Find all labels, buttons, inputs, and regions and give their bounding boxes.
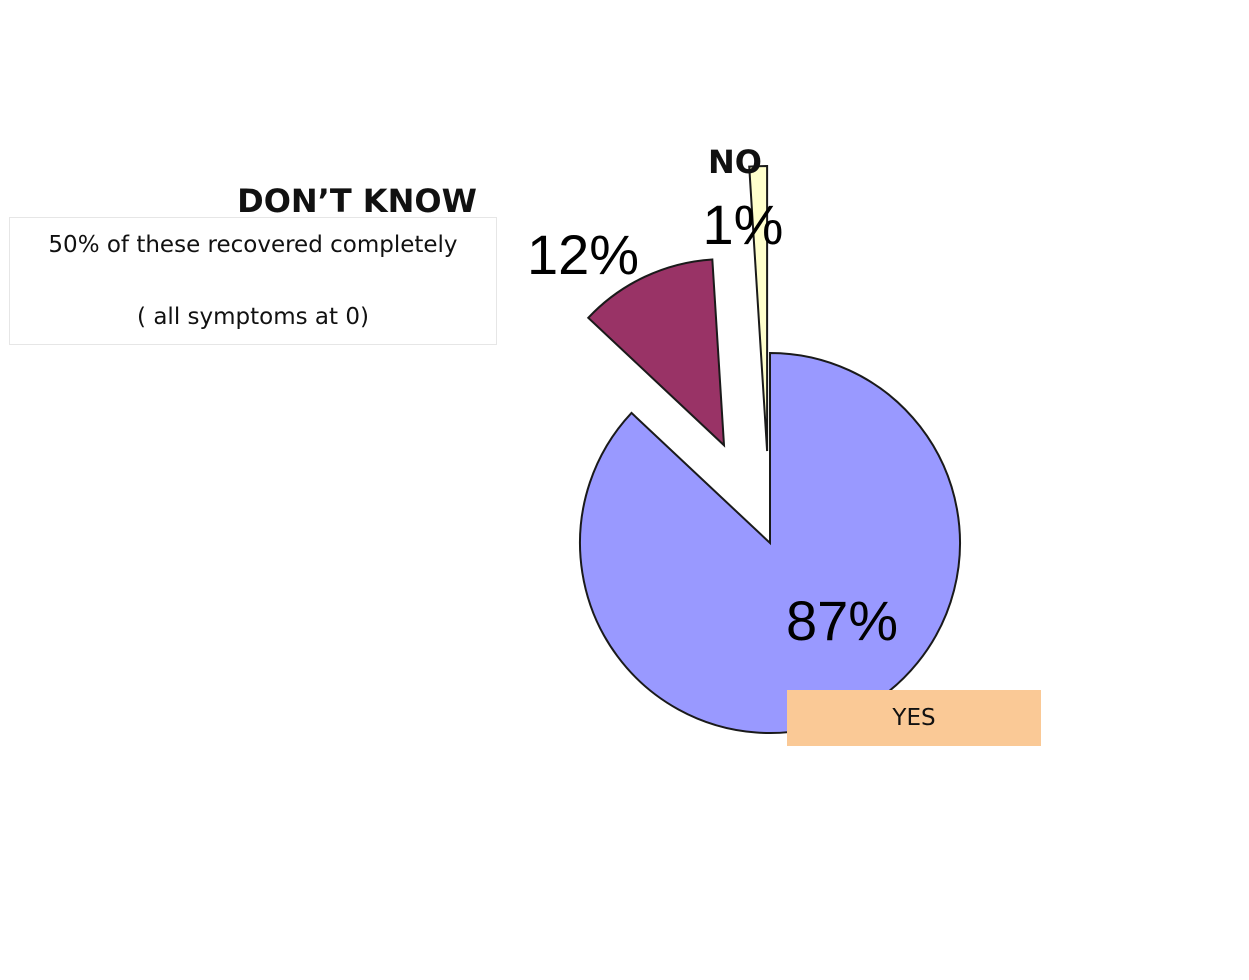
note-line-recovered: 50% of these recovered completely — [48, 232, 458, 258]
note-line-symptoms: ( all symptoms at 0) — [137, 304, 369, 330]
pie-slice-dont-know — [586, 258, 726, 448]
yes-category-label: YES — [787, 690, 1041, 746]
pie-slice-no — [748, 165, 769, 452]
slice-dont-know-category-label: DON’T KNOW — [237, 182, 477, 220]
dont-know-note-box: 50% of these recovered completely ( all … — [9, 217, 497, 345]
slice-dont-know-value-label: 12% — [527, 223, 639, 286]
slice-no-category-label: NO — [708, 143, 762, 181]
slice-no-value-label: 1% — [703, 193, 784, 256]
pie-slices — [579, 165, 961, 734]
pie-slice-yes — [579, 351, 961, 734]
slice-yes-value-label: 87% — [786, 589, 898, 652]
